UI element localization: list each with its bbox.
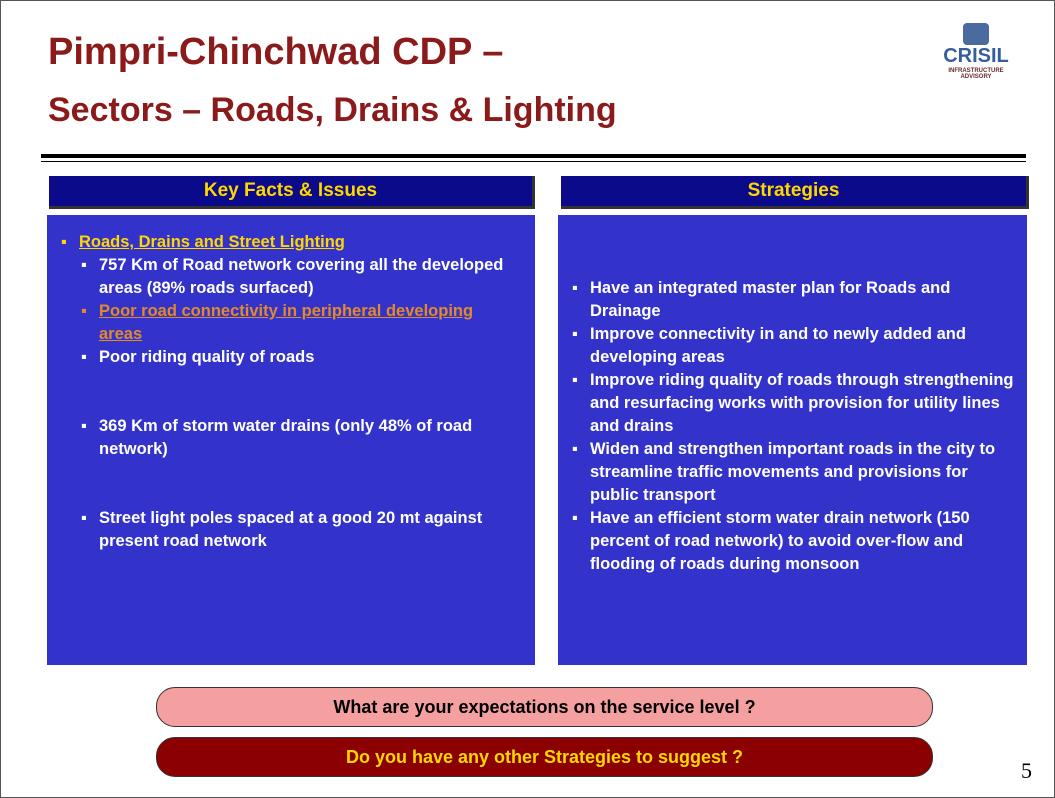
logo: CRISIL INFRASTRUCTURE ADVISORY	[931, 23, 1021, 80]
bullet: Have an integrated master plan for Roads…	[568, 277, 1017, 323]
panel-heading: Strategies	[561, 176, 1029, 209]
rule	[41, 161, 1026, 162]
question: Do you have any other Strategies to sugg…	[156, 737, 933, 777]
panel-heading: Key Facts & Issues	[49, 176, 535, 209]
logo-sub: INFRASTRUCTURE	[948, 68, 1004, 74]
question: What are your expectations on the servic…	[156, 687, 933, 727]
bullet: Widen and strengthen important roads in …	[568, 438, 1017, 507]
bullet: Poor riding quality of roads	[77, 346, 515, 369]
right-panel: Have an integrated master plan for Roads…	[558, 215, 1027, 665]
section: Roads, Drains and Street Lighting	[57, 231, 525, 254]
subtitle: Sectors – Roads, Drains & Lighting	[48, 91, 617, 129]
page-number: 5	[1021, 758, 1032, 783]
bullet: 369 Km of storm water drains (only 48% o…	[77, 415, 515, 461]
bullet: 757 Km of Road network covering all the …	[77, 254, 515, 300]
bullet: Have an efficient storm water drain netw…	[568, 507, 1017, 576]
title: Pimpri-Chinchwad CDP –	[48, 31, 504, 73]
logo-name: CRISIL	[943, 45, 1009, 67]
left-panel: Roads, Drains and Street Lighting 757 Km…	[47, 215, 535, 665]
bullet: Improve riding quality of roads through …	[568, 369, 1017, 438]
bullet: Poor road connectivity in peripheral dev…	[77, 300, 515, 346]
logo-sub: ADVISORY	[960, 74, 992, 80]
bullet: Street light poles spaced at a good 20 m…	[77, 507, 515, 553]
bullet: Improve connectivity in and to newly add…	[568, 323, 1017, 369]
rule	[41, 154, 1026, 158]
